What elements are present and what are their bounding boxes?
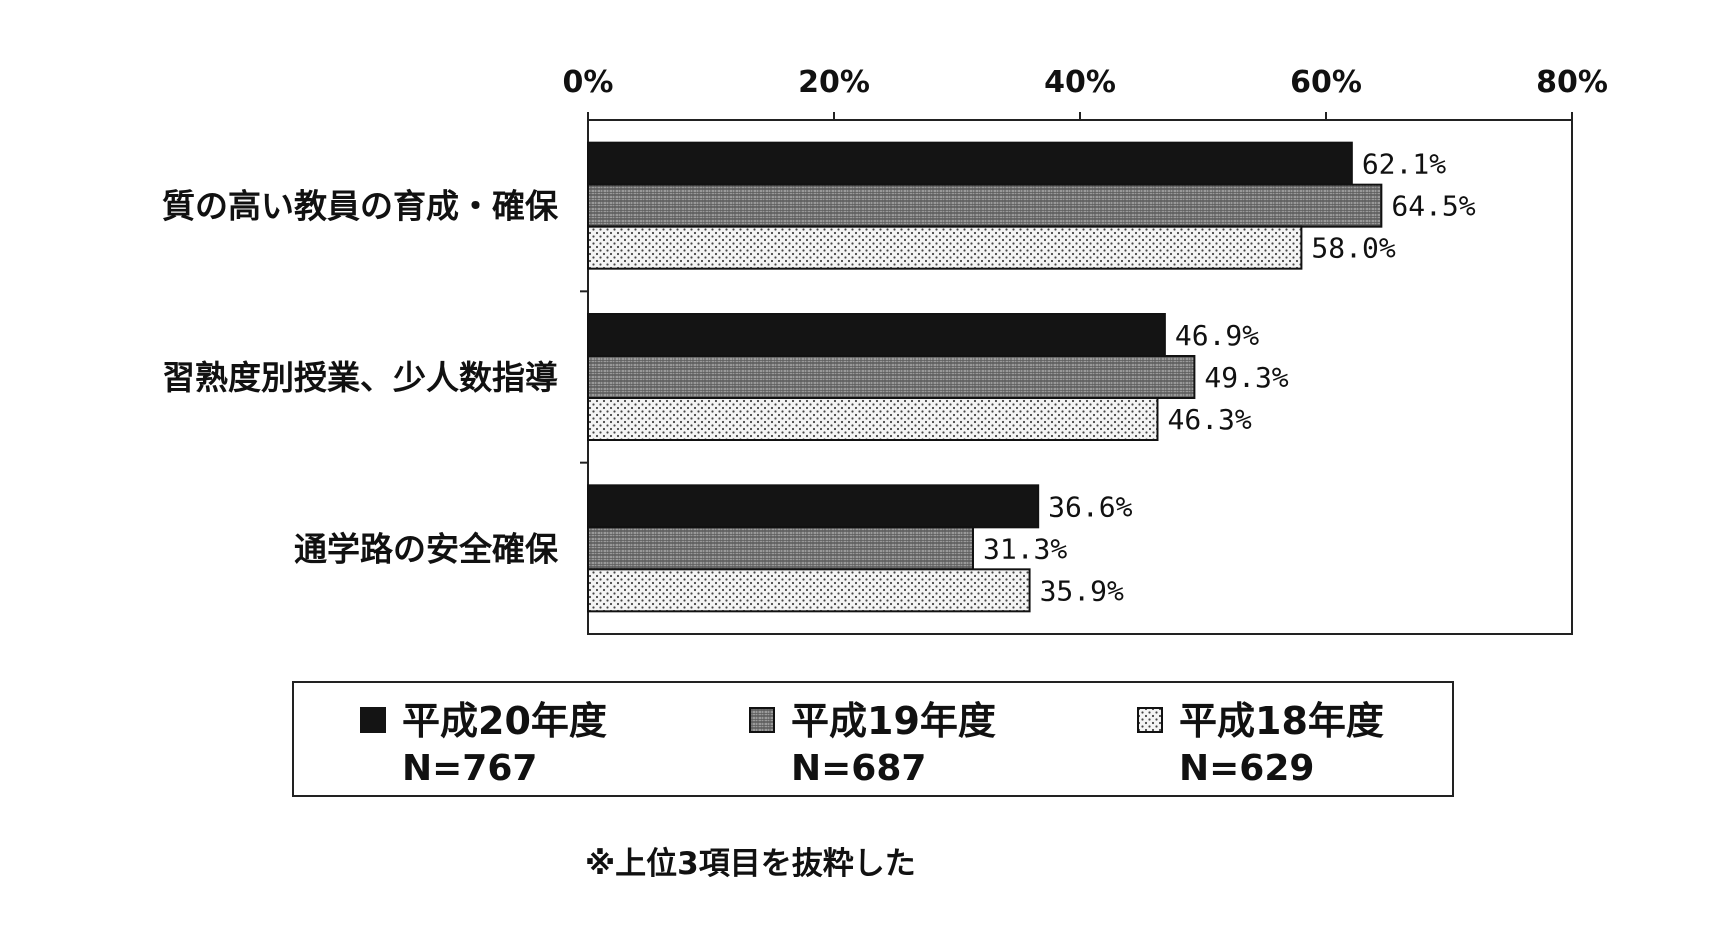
- category-label: 通学路の安全確保: [294, 529, 559, 568]
- bar: [587, 526, 974, 571]
- bar: [587, 568, 1031, 613]
- data-label: 64.5%: [1391, 190, 1475, 223]
- bar: [587, 355, 1196, 399]
- data-label: 46.3%: [1167, 403, 1251, 436]
- bar: [587, 183, 1383, 228]
- x-tick-label: 80%: [1536, 65, 1608, 100]
- category-label: 習熟度別授業、少人数指導: [162, 358, 558, 397]
- data-label: 49.3%: [1204, 361, 1288, 394]
- legend-n-value: N=687: [791, 748, 927, 789]
- data-label: 58.0%: [1311, 232, 1395, 265]
- legend-swatch-grid: [749, 707, 775, 733]
- x-tick-label: 60%: [1290, 65, 1362, 100]
- legend-label: 平成19年度: [791, 699, 996, 743]
- bar: [587, 397, 1159, 441]
- bar: [587, 484, 1040, 529]
- data-label: 62.1%: [1362, 148, 1446, 181]
- x-tick-label: 20%: [798, 65, 870, 100]
- legend-label: 平成18年度: [1179, 699, 1384, 743]
- data-label: 35.9%: [1040, 574, 1124, 607]
- x-tick-label: 40%: [1044, 65, 1116, 100]
- category-label: 質の高い教員の育成・確保: [162, 187, 559, 226]
- footnote: ※上位3項目を抜粋した: [585, 846, 916, 882]
- legend-label: 平成20年度: [402, 699, 607, 743]
- data-label: 31.3%: [983, 532, 1067, 565]
- bar: [587, 225, 1303, 270]
- legend: 平成20年度 N=767 平成19年度 N=687 平成18年度 N=629: [292, 681, 1454, 797]
- bar: [587, 313, 1166, 357]
- legend-n-value: N=767: [402, 748, 538, 789]
- x-tick-label: 0%: [563, 65, 614, 100]
- legend-swatch-solid: [360, 707, 386, 733]
- legend-n-value: N=629: [1179, 748, 1315, 789]
- bar: [587, 141, 1353, 186]
- data-label: 46.9%: [1175, 319, 1259, 352]
- legend-swatch-dotted: [1137, 707, 1163, 733]
- data-label: 36.6%: [1048, 490, 1132, 523]
